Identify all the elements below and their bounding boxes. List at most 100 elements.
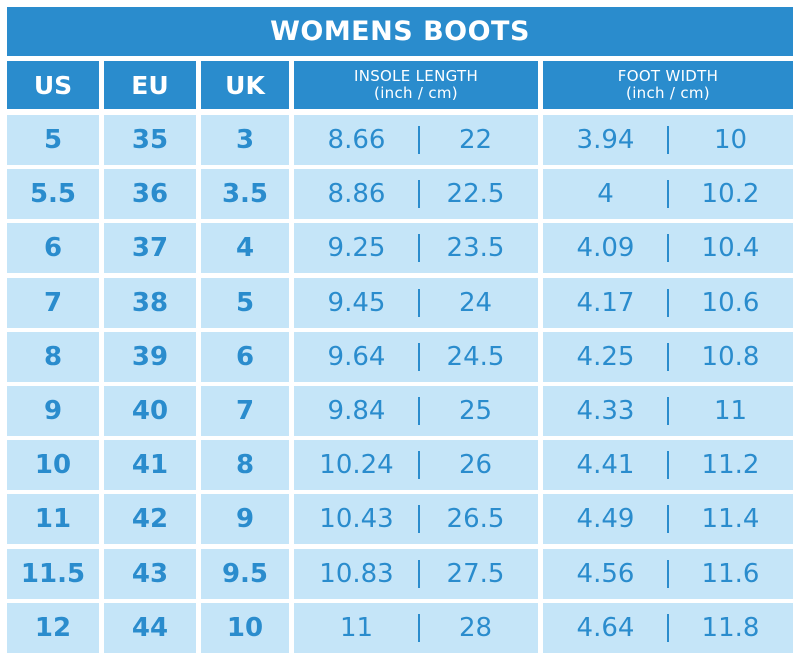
cell-insole-cm: 22 (458, 125, 493, 155)
cell-insole-inch: 8.66 (327, 125, 386, 155)
cell-eu: 36 (104, 169, 196, 219)
header-foot-title: FOOT WIDTH (617, 67, 719, 85)
divider (418, 234, 420, 262)
cell-eu: 44 (104, 603, 196, 653)
divider (667, 234, 669, 262)
cell-eu: 38 (104, 278, 196, 328)
cell-us: 7 (7, 278, 99, 328)
cell-width: 4.25 10.8 (543, 332, 793, 382)
cell-width-cm: 10.4 (701, 233, 760, 263)
cell-insole-cm: 27.5 (446, 559, 505, 589)
cell-insole: 9.84 25 (294, 386, 538, 436)
cell-uk: 8 (201, 440, 289, 490)
cell-insole: 8.86 22.5 (294, 169, 538, 219)
chart-title: WOMENS BOOTS (7, 7, 793, 56)
cell-eu: 39 (104, 332, 196, 382)
header-us: US (7, 61, 99, 109)
cell-insole-cm: 26.5 (446, 504, 505, 534)
cell-width-cm: 10.8 (701, 342, 760, 372)
header-foot-width: FOOT WIDTH (inch / cm) (543, 61, 793, 109)
divider (418, 505, 420, 533)
cell-insole: 9.25 23.5 (294, 223, 538, 273)
cell-insole-cm: 28 (458, 613, 493, 643)
table-row: 6 37 4 9.25 23.5 4.09 10.4 (0, 223, 800, 273)
cell-eu: 40 (104, 386, 196, 436)
cell-us: 12 (7, 603, 99, 653)
divider (418, 126, 420, 154)
table-row: 10 41 8 10.24 26 4.41 11.2 (0, 440, 800, 490)
cell-insole: 8.66 22 (294, 115, 538, 165)
cell-insole-cm: 24 (458, 288, 493, 318)
cell-width-inch: 4.64 (576, 613, 635, 643)
cell-insole-cm: 26 (458, 450, 493, 480)
cell-width: 4.17 10.6 (543, 278, 793, 328)
table-row: 11.5 43 9.5 10.83 27.5 4.56 11.6 (0, 549, 800, 599)
header-uk: UK (201, 61, 289, 109)
cell-width-cm: 11.8 (701, 613, 760, 643)
cell-width-inch: 4.56 (576, 559, 635, 589)
header-insole-title: INSOLE LENGTH (353, 67, 479, 85)
cell-insole-inch: 10.43 (319, 504, 394, 534)
table-row: 11 42 9 10.43 26.5 4.49 11.4 (0, 494, 800, 544)
cell-us: 11.5 (7, 549, 99, 599)
cell-width-cm: 11.2 (701, 450, 760, 480)
divider (667, 451, 669, 479)
divider (667, 126, 669, 154)
table-row: 8 39 6 9.64 24.5 4.25 10.8 (0, 332, 800, 382)
divider (667, 343, 669, 371)
cell-us: 9 (7, 386, 99, 436)
divider (667, 180, 669, 208)
cell-insole: 10.24 26 (294, 440, 538, 490)
cell-insole-inch: 9.25 (327, 233, 386, 263)
cell-insole-cm: 22.5 (446, 179, 505, 209)
divider (667, 505, 669, 533)
divider (418, 180, 420, 208)
header-eu: EU (104, 61, 196, 109)
cell-insole-cm: 23.5 (446, 233, 505, 263)
table-row: 7 38 5 9.45 24 4.17 10.6 (0, 278, 800, 328)
cell-us: 6 (7, 223, 99, 273)
cell-width-inch: 4.33 (576, 396, 635, 426)
cell-width: 4.56 11.6 (543, 549, 793, 599)
cell-width-inch: 4.41 (576, 450, 635, 480)
cell-eu: 42 (104, 494, 196, 544)
cell-insole-inch: 9.64 (327, 342, 386, 372)
cell-insole-inch: 10.83 (319, 559, 394, 589)
cell-us: 5 (7, 115, 99, 165)
cell-uk: 3.5 (201, 169, 289, 219)
cell-insole-cm: 24.5 (446, 342, 505, 372)
cell-eu: 35 (104, 115, 196, 165)
cell-insole: 9.64 24.5 (294, 332, 538, 382)
divider (418, 397, 420, 425)
divider (667, 289, 669, 317)
cell-uk: 5 (201, 278, 289, 328)
divider (667, 397, 669, 425)
table-row: 5.5 36 3.5 8.86 22.5 4 10.2 (0, 169, 800, 219)
cell-width-cm: 10 (713, 125, 748, 155)
cell-insole: 11 28 (294, 603, 538, 653)
divider (667, 560, 669, 588)
cell-width-cm: 11.4 (701, 504, 760, 534)
cell-width-inch: 4 (597, 179, 614, 209)
divider (418, 560, 420, 588)
cell-width: 3.94 10 (543, 115, 793, 165)
cell-uk: 9 (201, 494, 289, 544)
cell-uk: 6 (201, 332, 289, 382)
cell-insole: 10.43 26.5 (294, 494, 538, 544)
cell-eu: 43 (104, 549, 196, 599)
cell-width-cm: 11 (713, 396, 748, 426)
cell-us: 5.5 (7, 169, 99, 219)
cell-insole-inch: 8.86 (327, 179, 386, 209)
cell-us: 11 (7, 494, 99, 544)
cell-insole-inch: 9.45 (327, 288, 386, 318)
cell-insole-inch: 10.24 (319, 450, 394, 480)
cell-eu: 37 (104, 223, 196, 273)
header-insole-units: (inch / cm) (374, 84, 458, 102)
cell-width-inch: 4.09 (576, 233, 635, 263)
cell-width-inch: 4.25 (576, 342, 635, 372)
header-foot-units: (inch / cm) (626, 84, 710, 102)
cell-uk: 9.5 (201, 549, 289, 599)
cell-insole: 9.45 24 (294, 278, 538, 328)
divider (418, 289, 420, 317)
